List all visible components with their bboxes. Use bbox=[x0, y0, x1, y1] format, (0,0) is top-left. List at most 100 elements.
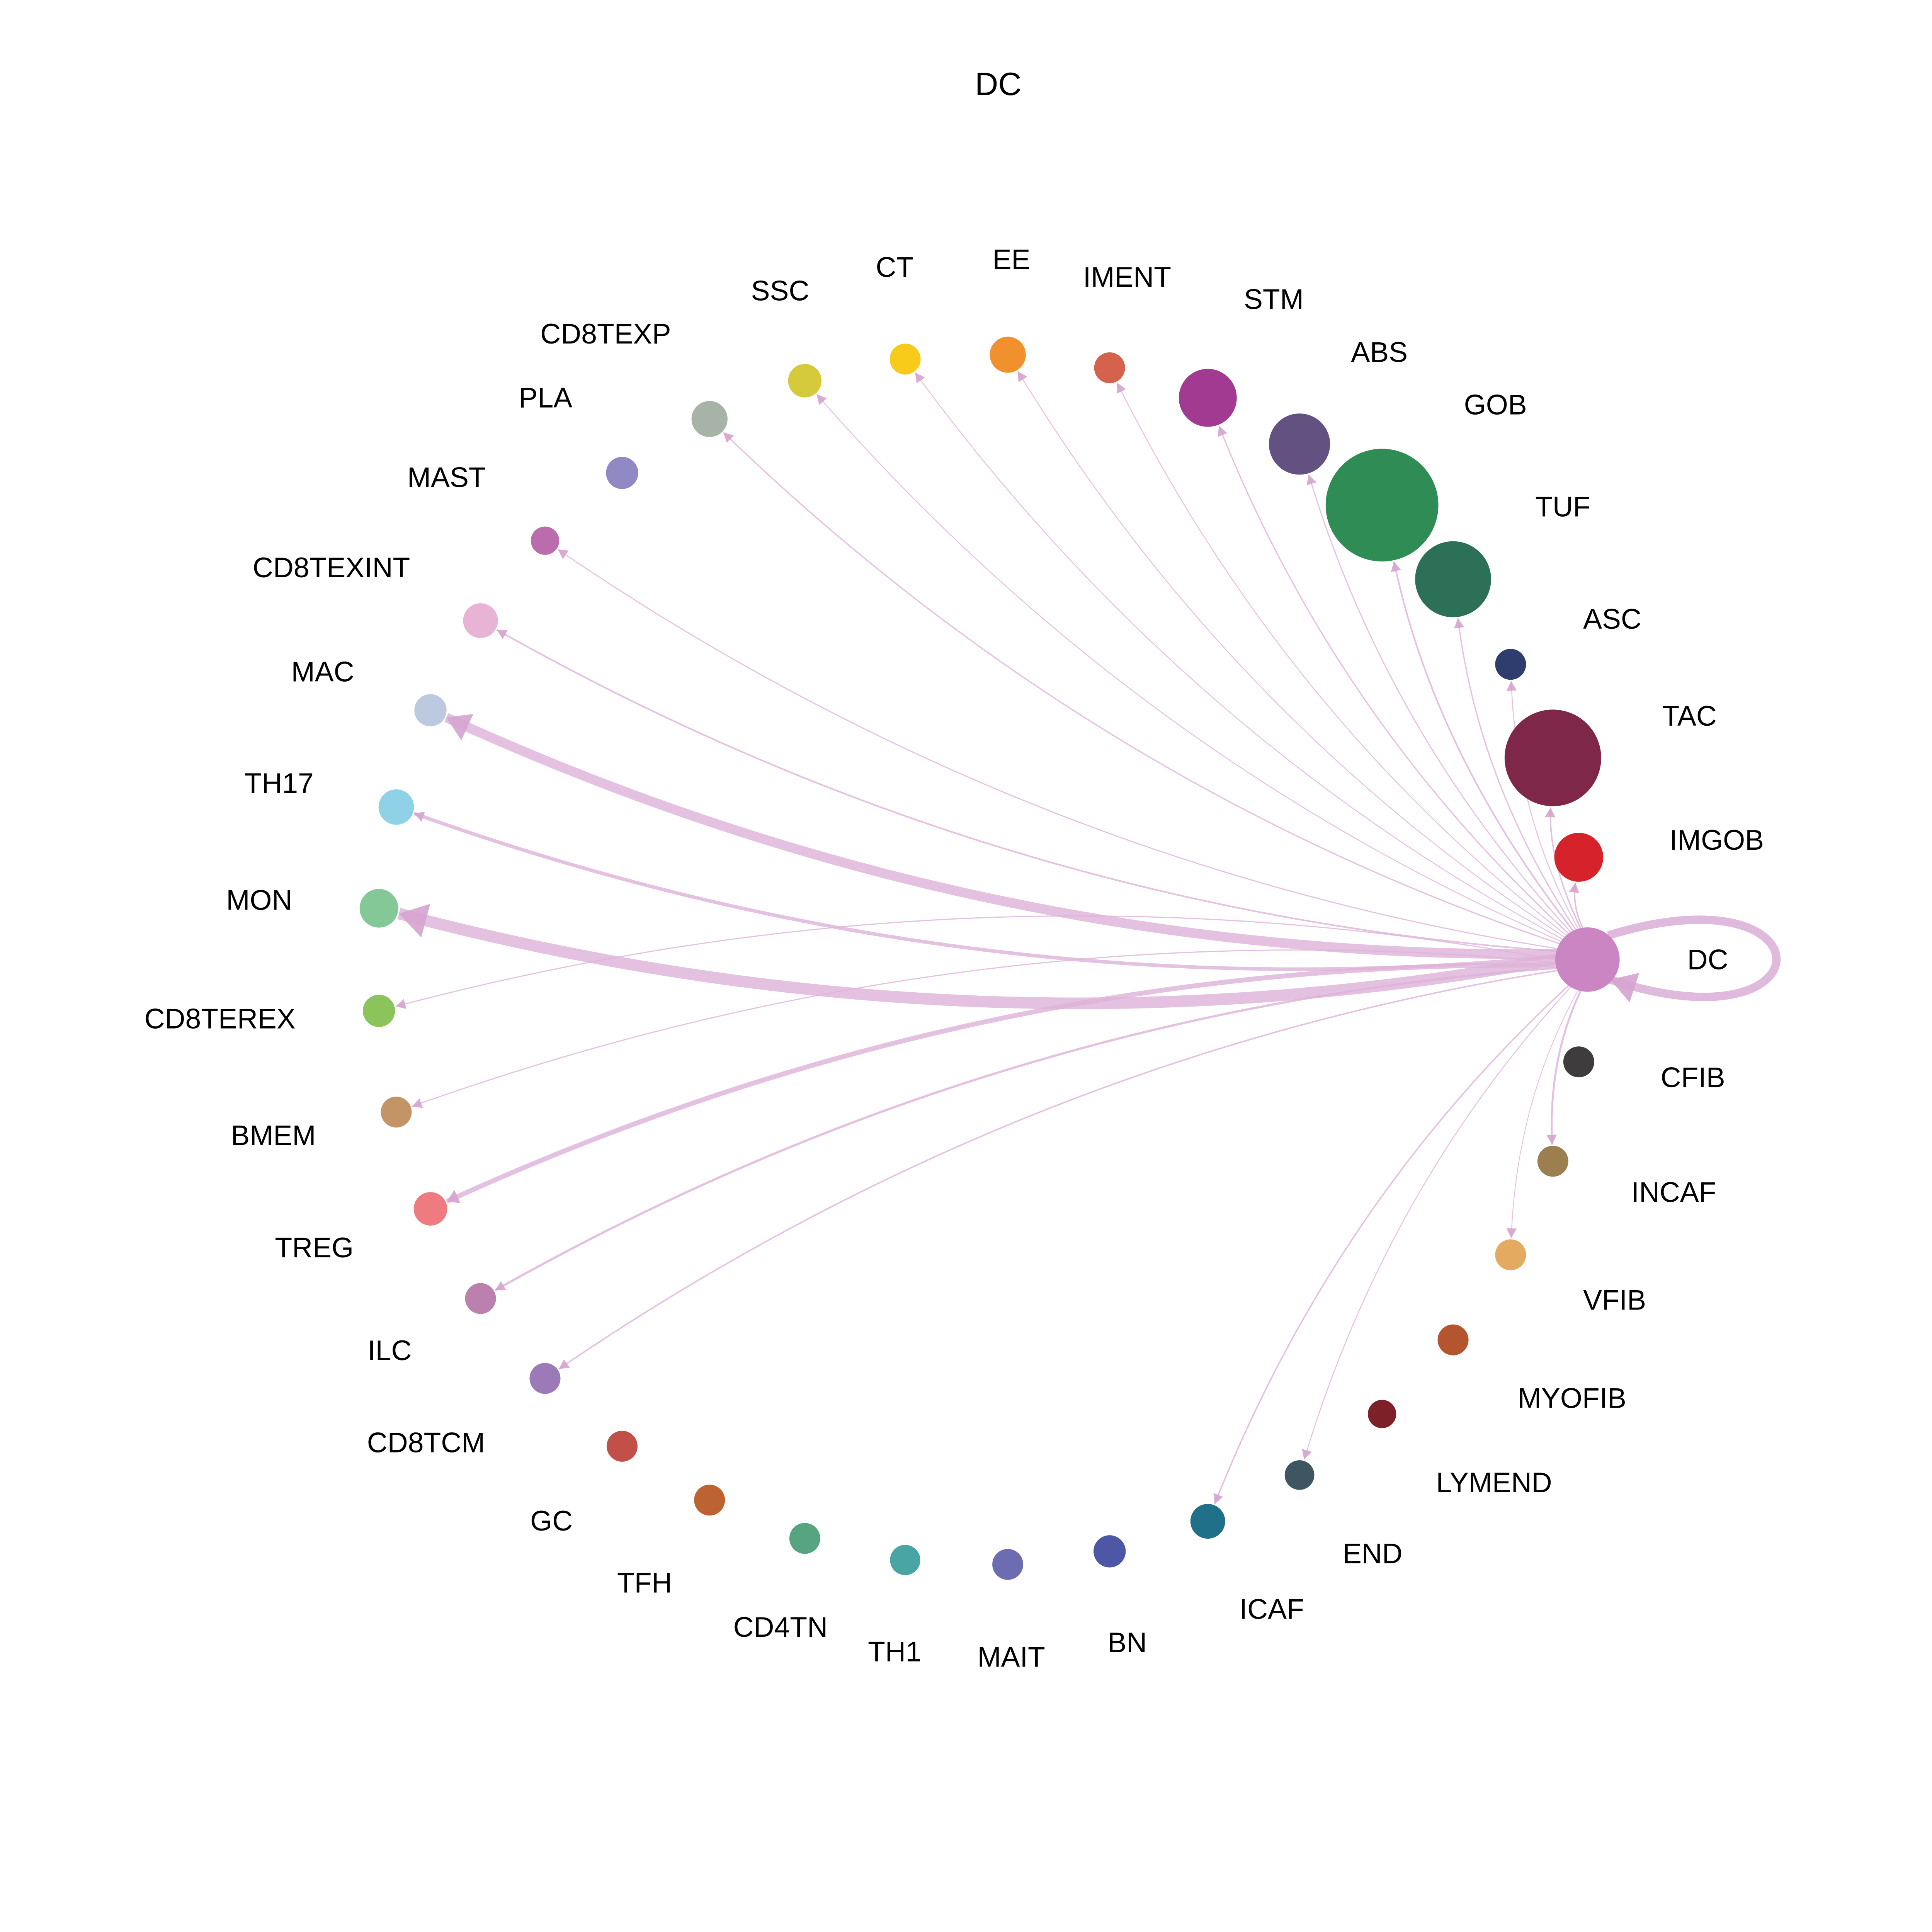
arrowhead-CT bbox=[915, 372, 925, 384]
arrowhead-CD8TEREX bbox=[396, 999, 406, 1009]
node-ILC bbox=[465, 1283, 496, 1314]
node-label-GC: GC bbox=[530, 1505, 573, 1537]
node-label-SSC: SSC bbox=[751, 275, 810, 307]
plot-title: DC bbox=[975, 66, 1021, 102]
node-CT bbox=[889, 344, 921, 375]
node-label-TREG: TREG bbox=[275, 1232, 354, 1264]
node-label-ICAF: ICAF bbox=[1240, 1593, 1304, 1625]
node-END bbox=[1284, 1460, 1315, 1490]
arrowhead-IMENT bbox=[1117, 383, 1126, 394]
node-CD8TEXINT bbox=[463, 603, 498, 638]
arrowhead-TUF bbox=[1454, 618, 1464, 629]
node-label-BMEM: BMEM bbox=[231, 1119, 316, 1151]
node-label-PLA: PLA bbox=[519, 382, 573, 414]
edge-DC-SSC bbox=[816, 394, 1566, 944]
arrowhead-IMGOB bbox=[1569, 883, 1579, 893]
edge-DC-ILC bbox=[494, 966, 1561, 1291]
node-CD8TEXP bbox=[691, 401, 728, 437]
node-LYMEND bbox=[1368, 1400, 1396, 1429]
node-MAST bbox=[531, 526, 560, 555]
arrowhead-CD8TCM bbox=[559, 1359, 570, 1369]
edges-layer bbox=[395, 371, 1781, 1504]
edge-DC-CD8TCM bbox=[558, 969, 1562, 1370]
arrowhead-MAC bbox=[446, 714, 474, 740]
node-EE bbox=[990, 337, 1026, 373]
arrowhead-ASC bbox=[1506, 681, 1517, 691]
node-label-LYMEND: LYMEND bbox=[1436, 1467, 1552, 1498]
node-TFH bbox=[694, 1485, 725, 1516]
node-label-MAIT: MAIT bbox=[978, 1641, 1045, 1673]
arrowhead-MAST bbox=[558, 549, 569, 560]
edge-DC-ABS bbox=[1308, 474, 1575, 936]
node-label-STM: STM bbox=[1244, 283, 1304, 315]
node-label-DC: DC bbox=[1687, 944, 1728, 975]
node-TAC bbox=[1504, 709, 1601, 806]
node-MAIT bbox=[992, 1549, 1024, 1580]
node-label-CD4TN: CD4TN bbox=[733, 1611, 828, 1643]
node-label-IMENT: IMENT bbox=[1083, 261, 1171, 293]
node-label-ASC: ASC bbox=[1583, 603, 1641, 635]
edge-DC-MAST bbox=[557, 549, 1562, 950]
arrowhead-BMEM bbox=[412, 1098, 423, 1108]
arrowhead-END bbox=[1302, 1449, 1312, 1460]
node-MAC bbox=[414, 694, 447, 726]
node-labels-layer: DC IMGOB TAC ASC TUF GOB ABS STM IMENT EE CT SSC CD8… bbox=[145, 244, 1764, 1673]
arrowhead-ABS bbox=[1306, 474, 1316, 486]
arrowheads-layer bbox=[396, 371, 1639, 1504]
edge-DC-GOB bbox=[1393, 561, 1577, 935]
edge-DC-TUF bbox=[1457, 618, 1579, 934]
arrowhead-GOB bbox=[1391, 561, 1401, 572]
node-BMEM bbox=[381, 1097, 412, 1128]
node-label-ABS: ABS bbox=[1351, 337, 1408, 368]
node-label-END: END bbox=[1343, 1537, 1403, 1569]
node-IMGOB bbox=[1554, 833, 1604, 882]
node-label-TUF: TUF bbox=[1535, 491, 1590, 523]
node-GC bbox=[607, 1430, 638, 1462]
node-label-CFIB: CFIB bbox=[1661, 1062, 1725, 1094]
node-label-VFIB: VFIB bbox=[1583, 1284, 1646, 1316]
node-CD8TCM bbox=[529, 1363, 561, 1394]
edge-DC-STM bbox=[1218, 425, 1573, 937]
edge-DC-CT bbox=[915, 372, 1567, 942]
node-label-TH1: TH1 bbox=[868, 1636, 922, 1668]
node-label-MAC: MAC bbox=[291, 656, 354, 688]
node-TH1 bbox=[890, 1545, 920, 1575]
node-SSC bbox=[788, 364, 822, 398]
node-label-TFH: TFH bbox=[617, 1567, 672, 1599]
node-STM bbox=[1179, 369, 1237, 427]
edge-DC-MON bbox=[397, 908, 1561, 1009]
node-CFIB bbox=[1563, 1046, 1594, 1078]
edge-DC-INCAF bbox=[1551, 986, 1584, 1145]
arrowhead-CD8TEXP bbox=[723, 432, 734, 443]
node-BN bbox=[1094, 1535, 1126, 1568]
node-INCAF bbox=[1537, 1146, 1568, 1177]
arrowhead-ICAF bbox=[1213, 1493, 1223, 1504]
edge-DC-VFIB bbox=[1510, 986, 1581, 1238]
arrowhead-MON bbox=[399, 904, 430, 938]
edge-DC-MAC bbox=[444, 713, 1561, 959]
arrowhead-TREG bbox=[447, 1190, 461, 1203]
edge-DC-CD8TEXP bbox=[723, 432, 1565, 946]
edge-DC-CD8TEXINT bbox=[496, 629, 1561, 952]
arrowhead-ILC bbox=[495, 1281, 506, 1291]
edge-DC-END bbox=[1303, 983, 1575, 1460]
arrowhead-STM bbox=[1218, 426, 1228, 437]
node-label-TAC: TAC bbox=[1662, 700, 1717, 732]
edge-DC-ICAF bbox=[1214, 981, 1573, 1504]
node-label-IMGOB: IMGOB bbox=[1670, 824, 1764, 856]
arrowhead-INCAF bbox=[1546, 1134, 1557, 1145]
edge-DC-TH17 bbox=[413, 811, 1561, 971]
node-PLA bbox=[606, 457, 638, 489]
arrowhead-EE bbox=[1018, 371, 1027, 383]
node-TH17 bbox=[378, 789, 414, 825]
node-label-GOB: GOB bbox=[1464, 389, 1527, 421]
edge-DC-EE bbox=[1017, 371, 1569, 940]
node-label-ILC: ILC bbox=[367, 1335, 412, 1366]
node-label-MON: MON bbox=[226, 884, 292, 916]
node-TREG bbox=[413, 1192, 447, 1226]
node-ABS bbox=[1269, 413, 1330, 475]
node-label-CT: CT bbox=[876, 251, 913, 283]
node-label-BN: BN bbox=[1107, 1627, 1147, 1658]
node-label-EE: EE bbox=[993, 244, 1031, 276]
